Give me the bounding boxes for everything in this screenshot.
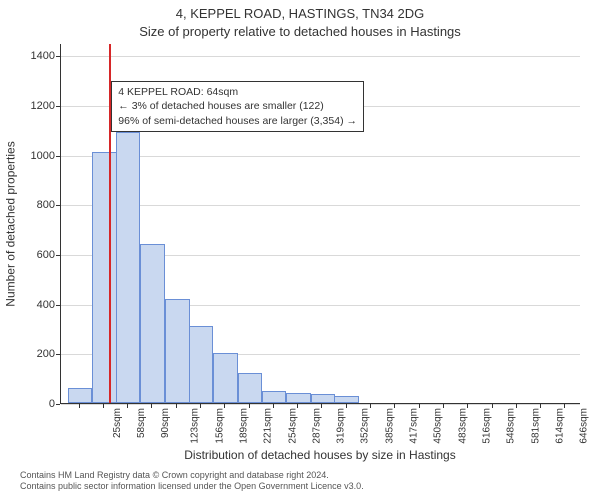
x-tick-mark <box>346 404 347 408</box>
x-tick-mark <box>394 404 395 408</box>
y-tick-label: 200 <box>15 348 55 360</box>
histogram-bar <box>262 391 287 403</box>
annotation-line: ← 3% of detached houses are smaller (122… <box>118 99 357 113</box>
x-tick-label: 156sqm <box>214 408 225 444</box>
x-tick-label: 189sqm <box>239 408 250 444</box>
histogram-bar <box>165 299 190 403</box>
histogram-bar <box>189 326 214 403</box>
x-tick-mark <box>564 404 565 408</box>
x-tick-label: 646sqm <box>578 408 589 444</box>
x-tick-mark <box>467 404 468 408</box>
x-tick-label: 548sqm <box>506 408 517 444</box>
y-tick-mark <box>56 305 60 306</box>
x-tick-mark <box>176 404 177 408</box>
y-tick-mark <box>56 404 60 405</box>
x-tick-mark <box>370 404 371 408</box>
y-tick-mark <box>56 354 60 355</box>
x-tick-label: 319sqm <box>336 408 347 444</box>
attribution-text: Contains HM Land Registry data © Crown c… <box>20 470 590 493</box>
x-tick-mark <box>297 404 298 408</box>
x-tick-mark <box>516 404 517 408</box>
y-tick-label: 600 <box>15 249 55 261</box>
x-tick-label: 614sqm <box>555 408 566 444</box>
attribution-line1: Contains HM Land Registry data © Crown c… <box>20 470 329 480</box>
y-tick-mark <box>56 156 60 157</box>
annotation-line: 4 KEPPEL ROAD: 64sqm <box>118 85 357 99</box>
histogram-bar <box>238 373 263 403</box>
y-tick-label: 800 <box>15 199 55 211</box>
x-tick-mark <box>79 404 80 408</box>
x-axis-label: Distribution of detached houses by size … <box>60 448 580 462</box>
histogram-bar <box>116 132 141 403</box>
annotation-line: 96% of semi-detached houses are larger (… <box>118 114 357 128</box>
histogram-bar <box>334 396 359 403</box>
y-axis-label: Number of detached properties <box>4 141 18 306</box>
x-tick-label: 90sqm <box>160 408 171 438</box>
x-tick-mark <box>321 404 322 408</box>
x-tick-label: 516sqm <box>482 408 493 444</box>
x-tick-mark <box>200 404 201 408</box>
y-gridline <box>61 56 580 57</box>
histogram-bar <box>286 393 311 403</box>
y-tick-label: 1000 <box>15 150 55 162</box>
y-tick-label: 0 <box>15 398 55 410</box>
x-tick-mark <box>103 404 104 408</box>
histogram-bar <box>213 353 238 403</box>
x-tick-label: 287sqm <box>312 408 323 444</box>
y-tick-label: 1400 <box>15 50 55 62</box>
x-tick-label: 385sqm <box>385 408 396 444</box>
x-tick-mark <box>419 404 420 408</box>
y-tick-label: 1200 <box>15 100 55 112</box>
plot-area: 4 KEPPEL ROAD: 64sqm← 3% of detached hou… <box>60 44 580 404</box>
x-tick-label: 450sqm <box>433 408 444 444</box>
x-tick-label: 254sqm <box>287 408 298 444</box>
annotation-box: 4 KEPPEL ROAD: 64sqm← 3% of detached hou… <box>111 81 364 132</box>
reference-line <box>109 44 111 403</box>
y-tick-mark <box>56 106 60 107</box>
x-tick-mark <box>273 404 274 408</box>
x-tick-mark <box>151 404 152 408</box>
histogram-bar <box>311 394 336 403</box>
x-tick-mark <box>224 404 225 408</box>
figure: 4, KEPPEL ROAD, HASTINGS, TN34 2DG Size … <box>0 0 600 500</box>
y-tick-mark <box>56 255 60 256</box>
chart-title-line2: Size of property relative to detached ho… <box>0 24 600 39</box>
x-tick-label: 581sqm <box>530 408 541 444</box>
x-tick-mark <box>443 404 444 408</box>
chart-title-line1: 4, KEPPEL ROAD, HASTINGS, TN34 2DG <box>0 6 600 21</box>
x-tick-label: 221sqm <box>263 408 274 444</box>
x-tick-label: 25sqm <box>112 408 123 438</box>
x-tick-label: 123sqm <box>190 408 201 444</box>
histogram-bar <box>68 388 93 403</box>
histogram-bar <box>140 244 165 403</box>
attribution-line2: Contains public sector information licen… <box>20 481 364 491</box>
histogram-bar <box>92 152 117 403</box>
x-tick-mark <box>127 404 128 408</box>
y-tick-mark <box>56 205 60 206</box>
x-tick-label: 58sqm <box>136 408 147 438</box>
x-tick-label: 417sqm <box>408 408 419 444</box>
x-tick-label: 483sqm <box>457 408 468 444</box>
x-tick-mark <box>492 404 493 408</box>
x-tick-mark <box>249 404 250 408</box>
y-tick-label: 400 <box>15 299 55 311</box>
x-tick-label: 352sqm <box>360 408 371 444</box>
y-tick-mark <box>56 56 60 57</box>
x-tick-mark <box>540 404 541 408</box>
